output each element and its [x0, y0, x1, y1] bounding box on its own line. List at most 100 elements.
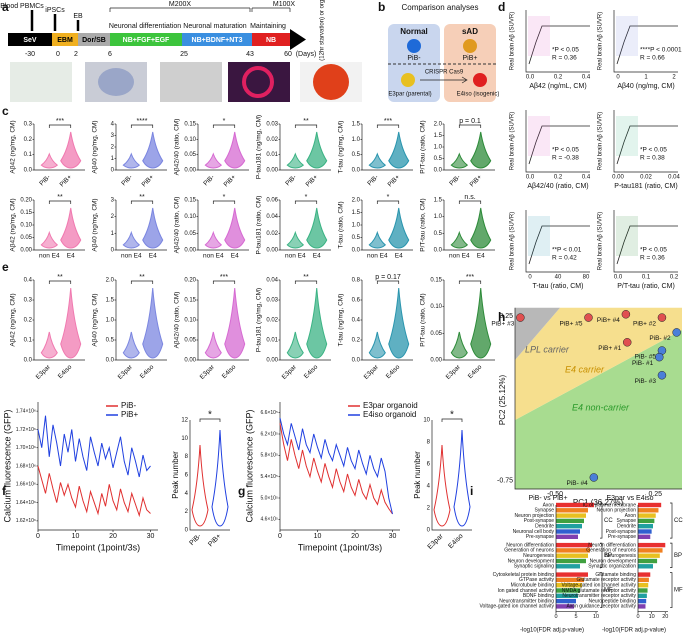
y-tick-label: 1.0: [434, 214, 443, 220]
y-tick-label: 1.5: [434, 133, 443, 139]
y-tick-label: 0.06: [266, 198, 278, 204]
sig-bracket: [48, 280, 72, 284]
sig-bracket: [130, 124, 154, 128]
term-label: Pre-synapse: [608, 534, 636, 540]
significance: ***: [220, 274, 228, 281]
y-tick-label: 0.10: [20, 223, 32, 229]
x-tick-label: E3par: [445, 363, 463, 381]
x-tick-label: E4iso: [303, 363, 320, 380]
y-tick-label: 1.5: [352, 122, 361, 128]
significance: p = 0.1: [459, 118, 481, 125]
bar: [638, 548, 663, 553]
significance: **: [303, 118, 309, 125]
y-tick-label: 0.2: [24, 137, 33, 143]
violin: [142, 207, 164, 249]
violin: [224, 287, 246, 359]
segment-label: Dor/SB: [82, 37, 106, 44]
y-tick-label: 2: [111, 145, 115, 151]
x-tick-label: 0: [616, 75, 620, 81]
x-tick-label: E4: [231, 253, 239, 260]
x-tick-label: E4iso: [467, 363, 484, 380]
x-tick-label: PiB-: [366, 174, 380, 188]
violin: [450, 331, 468, 359]
y-tick-label: 0: [185, 528, 189, 534]
y-tick-label: 1.5: [434, 198, 443, 204]
group-bracket: [600, 542, 603, 568]
x-tick-label: E4iso: [447, 533, 464, 550]
day-tick: 43: [246, 51, 254, 58]
term-label: Generation of neurons: [586, 548, 636, 554]
violin: [60, 207, 82, 249]
sig-bracket: [212, 280, 236, 284]
group-bracket: [670, 542, 673, 568]
violin: [60, 287, 82, 359]
significance: ****: [137, 118, 148, 125]
iso-label: E4iso (isogenic): [457, 92, 500, 98]
x-tick-label: PiB+: [59, 174, 74, 189]
y-tick-label: 5.8×10⁵: [260, 453, 278, 459]
y-tick-label: 3: [111, 198, 115, 204]
y-tick-label: 0.00: [266, 168, 278, 174]
y-tick-label: 0.05: [430, 331, 442, 337]
x-tick-label: non E4: [203, 253, 224, 260]
segment-label: SeV: [23, 37, 37, 44]
x-tick-label: non E4: [39, 253, 60, 260]
stage-label: Maintaining: [250, 23, 286, 30]
term-label: Glutamate receptor activity: [577, 577, 637, 583]
point-label: PiB- #1: [632, 360, 654, 367]
stat-label: R = 0.36: [640, 255, 665, 262]
sig-bracket: [130, 200, 154, 204]
bar: [556, 583, 582, 588]
term-label: Neuropeptide binding: [588, 598, 636, 604]
x-tick-label: PiB+: [207, 533, 223, 549]
group-label: sAD: [462, 27, 478, 36]
x-tick-label: 10: [72, 533, 80, 540]
stat-label: *P < 0.05: [640, 247, 667, 254]
stage-label: iPSCs: [45, 7, 65, 14]
bar: [638, 593, 647, 598]
term-label: Post-synapse: [606, 529, 637, 535]
y-tick-label: 12: [181, 418, 188, 424]
y-tick-label: 0.05: [20, 235, 32, 241]
significance: **: [57, 274, 63, 281]
x-axis-label: -log10(FDR adj.p-value): [520, 628, 584, 634]
bar: [638, 572, 651, 577]
y-tick-label: 0.15: [430, 278, 442, 284]
x-tick-label: PiB+: [305, 174, 320, 189]
x-axis-label: -log10(FDR adj.p-value): [602, 628, 666, 634]
term-label: Dendrite: [617, 524, 636, 530]
x-tick-label: non E4: [285, 253, 306, 260]
panel-title: PiB- vs PiB+: [528, 495, 567, 502]
y-tick-label: 0.4: [352, 318, 361, 324]
y-axis-label: Aβ40 (ng/mg, CM): [92, 120, 99, 173]
term-label: Voltage-gated ion channel activity: [480, 604, 555, 610]
term-label: Synaptic organization: [588, 564, 636, 570]
y-tick-label: 0.5: [352, 152, 361, 158]
x-tick-label: 10: [649, 614, 655, 620]
y-tick-label: 0.0: [352, 358, 361, 364]
scatter-cloud: [528, 216, 550, 256]
sig-bracket: [441, 418, 463, 422]
y-tick-label: 2.0: [106, 278, 115, 284]
y-tick-label: 0.1: [24, 152, 33, 158]
violin: [142, 287, 164, 359]
y-tick-label: 1.5: [106, 298, 115, 304]
y-tick-label: 4: [427, 484, 431, 490]
violin: [470, 131, 492, 169]
violin: [453, 429, 471, 527]
x-tick-label: E3par: [281, 363, 299, 381]
term-label: Generation of neurons: [504, 548, 554, 554]
violin: [122, 152, 141, 169]
stage-label: EB: [73, 13, 83, 20]
region-yellow: [515, 307, 682, 420]
violin: [40, 152, 59, 169]
y-axis-label: PC2 (25.12%): [498, 375, 507, 426]
stat-label: R = 0.38: [640, 155, 665, 162]
significance: **: [303, 274, 309, 281]
x-tick-label: E4: [477, 253, 485, 260]
y-tick-label: 0.5: [352, 235, 361, 241]
y-tick-label: 0.2: [352, 338, 361, 344]
y-tick-label: 0.00: [266, 358, 278, 364]
y-tick-label: 0.5: [434, 231, 443, 237]
y-tick-label: 0.04: [266, 278, 278, 284]
